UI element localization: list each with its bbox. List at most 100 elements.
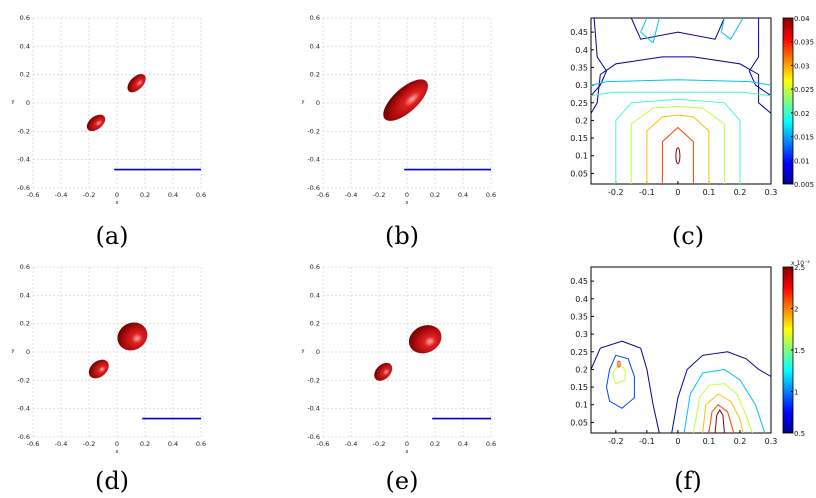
colorbar-tick-label: 0.5 bbox=[794, 430, 805, 438]
y-tick-label: 0.4 bbox=[310, 291, 320, 299]
y-tick-label: 0.25 bbox=[570, 99, 588, 108]
y-tick-label: 0 bbox=[316, 99, 320, 107]
x-tick-label: 0.6 bbox=[196, 191, 206, 199]
colorbar-tick-label: 0.035 bbox=[794, 39, 814, 47]
y-tick-label: 0.1 bbox=[575, 152, 588, 161]
x-axis-label: x bbox=[116, 200, 119, 206]
y-tick-label: 0.2 bbox=[20, 71, 30, 79]
y-axis-label: y bbox=[12, 348, 15, 354]
x-tick-label: 0.4 bbox=[168, 191, 178, 199]
caption-a: (a) bbox=[95, 222, 129, 250]
x-tick-label: 0 bbox=[675, 188, 680, 197]
contour-line bbox=[630, 105, 725, 184]
cell-blob bbox=[408, 325, 442, 354]
colorbar-tick-label: 0.015 bbox=[794, 134, 814, 142]
y-tick-label: 0 bbox=[26, 348, 30, 356]
y-tick-label: -0.2 bbox=[17, 127, 30, 135]
caption-f: (f) bbox=[674, 467, 702, 495]
contour-line bbox=[748, 18, 772, 97]
panel-b: -0.6 -0.4 -0.2 0 0.2 0.4 0.6 0.6 0.4 0.2 0 -0.2 -0.4… bbox=[302, 14, 497, 206]
contour-line bbox=[640, 17, 660, 44]
x-tick-label: 0 bbox=[115, 191, 119, 199]
contour-line bbox=[590, 17, 608, 97]
y-tick-label: -0.2 bbox=[307, 376, 320, 384]
x-tick-label: -0.6 bbox=[27, 440, 40, 448]
y-tick-label: -0.2 bbox=[307, 127, 320, 135]
y-tick-label: 0.15 bbox=[570, 383, 588, 392]
y-axis-label: y bbox=[302, 99, 305, 105]
panel-f: -0.2 -0.1 0 0.1 0.2 0.3 0.45 0.4 0.35 0.3 0.25 0.2 0… bbox=[570, 260, 810, 446]
y-tick-label: 0.6 bbox=[310, 14, 320, 22]
colorbar-tick-label: 0.02 bbox=[794, 110, 810, 118]
x-tick-label: -0.6 bbox=[317, 191, 330, 199]
y-tick-label: 0.2 bbox=[310, 71, 320, 79]
colorbar-tick-label: 0.03 bbox=[794, 62, 810, 70]
x-tick-label: -0.2 bbox=[608, 437, 624, 446]
x-tick-label: 0.2 bbox=[734, 188, 747, 197]
x-tick-label: -0.4 bbox=[55, 440, 68, 448]
y-tick-label: -0.4 bbox=[307, 156, 320, 164]
x-tick-label: -0.2 bbox=[373, 191, 386, 199]
x-tick-label: 0 bbox=[405, 440, 409, 448]
panel-c: -0.2 -0.1 0 0.1 0.2 0.3 0.45 0.4 0.35 0.3 0.25 0.2 0… bbox=[570, 15, 814, 197]
cell-blob bbox=[117, 322, 148, 351]
x-tick-label: 0 bbox=[115, 440, 119, 448]
colorbar-tick-label: 1 bbox=[794, 389, 798, 397]
contour-line bbox=[661, 126, 694, 184]
colorbar-tick-label: 0.01 bbox=[794, 157, 810, 165]
y-tick-label: 0.4 bbox=[20, 291, 30, 299]
contour-line bbox=[615, 98, 741, 184]
y-tick-label: 0 bbox=[26, 99, 30, 107]
x-tick-label: -0.6 bbox=[317, 440, 330, 448]
x-axis-label: x bbox=[406, 449, 409, 455]
colorbar-tick-label: 1.5 bbox=[794, 347, 805, 355]
caption-d: (d) bbox=[94, 467, 130, 495]
y-tick-label: 0 bbox=[316, 348, 320, 356]
y-tick-label: 0.05 bbox=[570, 418, 588, 427]
x-tick-label: 0.2 bbox=[140, 440, 150, 448]
x-tick-label: 0.2 bbox=[734, 437, 747, 446]
x-tick-label: -0.1 bbox=[639, 188, 655, 197]
y-tick-label: 0.45 bbox=[570, 277, 588, 286]
x-tick-label: 0.1 bbox=[703, 437, 716, 446]
contour-line bbox=[720, 17, 744, 40]
y-tick-label: -0.4 bbox=[17, 156, 30, 164]
x-tick-label: 0.3 bbox=[765, 188, 778, 197]
contour-line bbox=[605, 354, 635, 409]
y-tick-label: 0.4 bbox=[575, 295, 588, 304]
contour-line bbox=[708, 404, 735, 434]
y-tick-label: 0.3 bbox=[575, 330, 588, 339]
contour-line bbox=[646, 114, 710, 184]
caption-b: (b) bbox=[384, 222, 420, 250]
contour-line bbox=[702, 393, 744, 434]
y-tick-label: 0.4 bbox=[20, 42, 30, 50]
y-tick-label: 0.45 bbox=[570, 28, 588, 37]
cell-blob bbox=[383, 79, 428, 121]
x-tick-label: -0.2 bbox=[83, 440, 96, 448]
y-tick-label: -0.6 bbox=[17, 184, 30, 192]
x-tick-label: -0.4 bbox=[345, 440, 358, 448]
x-tick-label: -0.2 bbox=[608, 188, 624, 197]
y-tick-label: 0.3 bbox=[575, 81, 588, 90]
contour-line bbox=[617, 360, 621, 368]
plot-frame bbox=[590, 17, 772, 185]
y-tick-label: -0.6 bbox=[307, 433, 320, 441]
x-tick-label: 0.4 bbox=[458, 191, 468, 199]
x-tick-label: 0.4 bbox=[168, 440, 178, 448]
colorbar-scale-label: x 10⁻³ bbox=[791, 260, 810, 267]
x-axis-label: x bbox=[406, 200, 409, 206]
x-tick-label: 0.2 bbox=[430, 191, 440, 199]
x-tick-label: 0 bbox=[405, 191, 409, 199]
contour-line bbox=[590, 340, 660, 434]
y-tick-label: 0.05 bbox=[570, 169, 588, 178]
x-tick-label: 0.4 bbox=[458, 440, 468, 448]
contour-line bbox=[671, 351, 772, 434]
x-tick-label: -0.4 bbox=[345, 191, 358, 199]
y-tick-label: -0.6 bbox=[307, 184, 320, 192]
panel-d: -0.6 -0.4 -0.2 0 0.2 0.4 0.6 0.6 0.4 0.2 0 -0.2 -0.4… bbox=[12, 263, 207, 455]
x-tick-label: -0.4 bbox=[55, 191, 68, 199]
y-tick-label: -0.4 bbox=[17, 405, 30, 413]
y-tick-label: 0.6 bbox=[20, 263, 30, 271]
y-tick-label: 0.2 bbox=[575, 365, 588, 374]
